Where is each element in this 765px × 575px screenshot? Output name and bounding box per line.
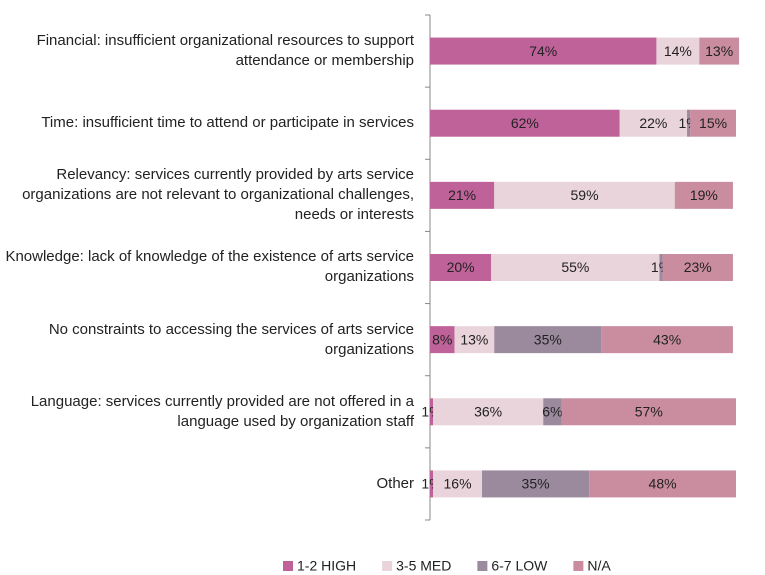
value-label: 15%: [699, 115, 727, 131]
legend-swatch: [477, 561, 488, 571]
category-label: Relevancy: services currently provided b…: [4, 159, 414, 231]
value-label: 48%: [649, 476, 677, 492]
value-label: 55%: [561, 259, 589, 275]
value-label: 16%: [444, 476, 472, 492]
value-label: 35%: [522, 476, 550, 492]
bar-segment: [699, 37, 740, 65]
bar-segment: [674, 181, 733, 209]
category-label: Other: [4, 448, 414, 520]
bar-segment: [430, 470, 434, 498]
bar-segment: [656, 37, 700, 65]
category-text: No constraints to accessing the services…: [48, 320, 414, 358]
value-label: 62%: [511, 115, 539, 131]
value-label: 43%: [653, 331, 681, 347]
category-label: No constraints to accessing the services…: [4, 304, 414, 376]
value-label: 35%: [534, 331, 562, 347]
value-label: 13%: [460, 331, 488, 347]
bar-segment: [589, 470, 736, 498]
category-label: Time: insufficient time to attend or par…: [4, 87, 414, 159]
bar-segment: [454, 326, 495, 354]
bar-segment: [430, 109, 620, 137]
category-text: Relevancy: services currently provided b…: [22, 166, 414, 224]
bar-segment: [662, 254, 733, 281]
value-label: 6%: [542, 403, 562, 419]
value-label: 13%: [705, 43, 733, 59]
value-label: 20%: [447, 259, 475, 275]
category-text: Time: insufficient time to attend or par…: [41, 114, 414, 132]
bar-segment: [543, 398, 562, 426]
bar-segment: [491, 254, 660, 281]
bar-segment: [690, 109, 736, 137]
category-label: Language: services currently provided ar…: [4, 376, 414, 448]
value-label: 21%: [448, 187, 476, 203]
bar-segment: [659, 254, 663, 281]
bar-segment: [430, 254, 492, 281]
bar-segment: [619, 109, 688, 137]
value-label: 36%: [474, 403, 502, 419]
category-text: Other: [376, 474, 414, 492]
value-label: 74%: [529, 43, 557, 59]
category-text: Knowledge: lack of knowledge of the exis…: [5, 248, 414, 286]
value-label: 59%: [571, 187, 599, 203]
category-label: Financial: insufficient organizational r…: [4, 15, 414, 87]
value-label: 19%: [690, 187, 718, 203]
bar-segment: [430, 37, 657, 65]
legend-swatch: [573, 561, 584, 571]
value-label: 8%: [432, 331, 452, 347]
category-label: Knowledge: lack of knowledge of the exis…: [4, 231, 414, 303]
value-label: 14%: [664, 43, 692, 59]
bar-segment: [494, 326, 602, 354]
value-label: 57%: [635, 403, 663, 419]
legend-swatch: [283, 561, 293, 571]
legend-label: 3-5 MED: [396, 558, 451, 574]
bar-segment: [494, 181, 675, 209]
bar-segment: [433, 470, 483, 498]
bar-segment: [430, 398, 434, 426]
value-label: 22%: [639, 115, 667, 131]
category-text: Financial: insufficient organizational r…: [36, 32, 414, 70]
bar-segment: [601, 326, 733, 354]
legend-label: 6-7 LOW: [491, 558, 548, 574]
category-text: Language: services currently provided ar…: [30, 392, 414, 430]
bar-segment: [433, 398, 544, 426]
legend-label: 1-2 HIGH: [297, 558, 356, 574]
legend-swatch: [382, 561, 393, 571]
bar-segment: [561, 398, 736, 426]
bar-segment: [687, 109, 691, 137]
legend-label: N/A: [587, 558, 611, 574]
value-label: 23%: [684, 259, 712, 275]
bar-segment: [482, 470, 590, 498]
bar-segment: [430, 326, 455, 354]
bar-segment: [430, 181, 495, 209]
